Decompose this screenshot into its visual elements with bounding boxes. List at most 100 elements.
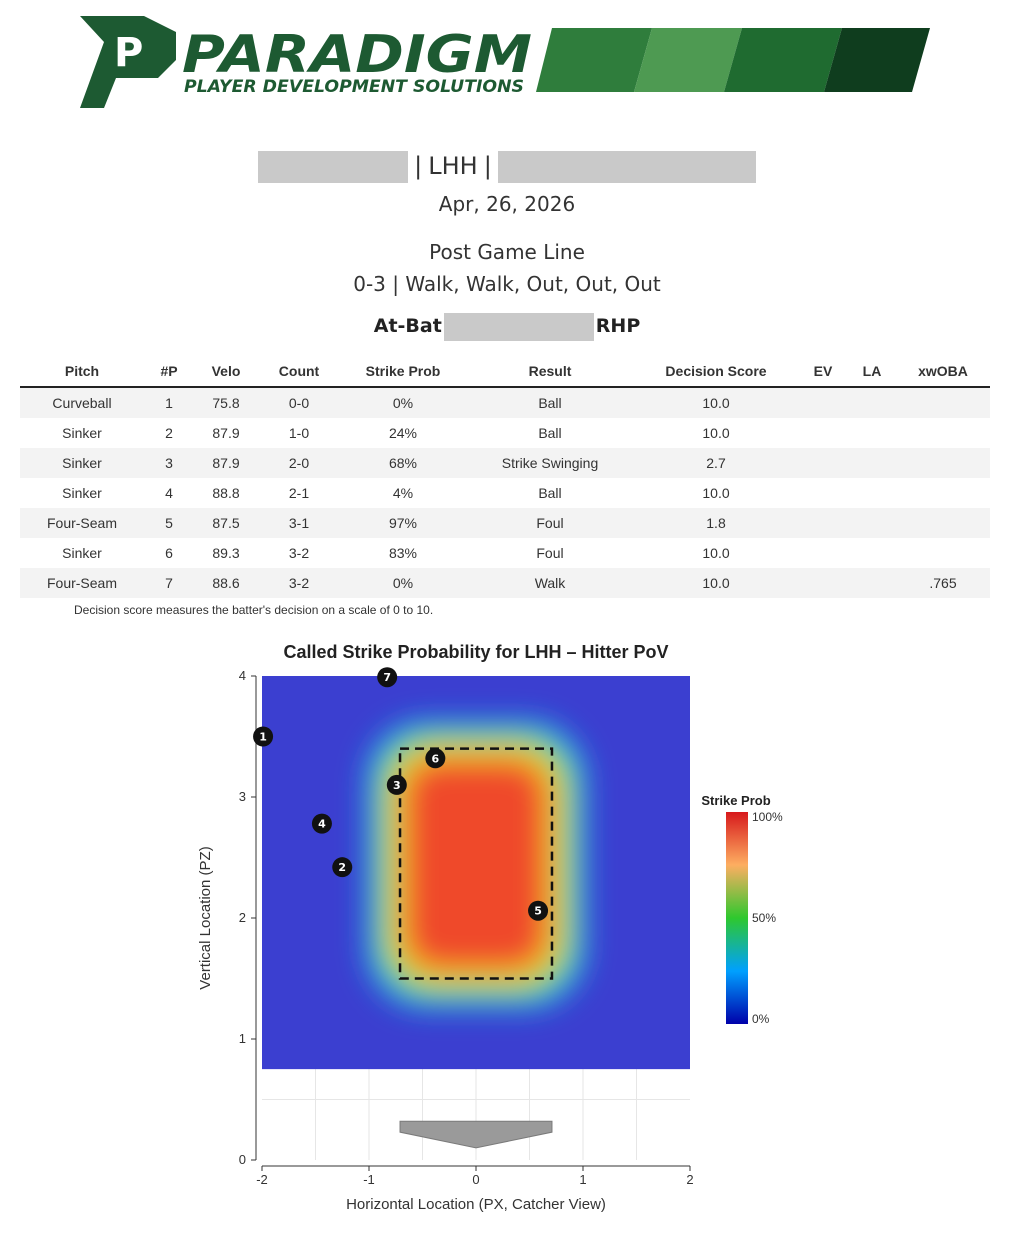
heatmap-band [408,762,544,967]
separator: | [483,152,492,180]
pitcher-hand: RHP [595,315,641,337]
table-cell: 2 [165,425,173,441]
pitch-marker-label: 7 [383,671,391,684]
game-date: Apr, 26, 2026 [438,192,576,216]
table-cell: 0% [340,568,466,598]
pitch-marker-label: 2 [338,861,346,874]
table-cell: Ball [538,425,562,441]
col-header: xwOBA [896,356,990,388]
col-header: Pitch [20,356,144,388]
table-cell: 24% [388,425,418,441]
x-tick-label: -2 [256,1172,268,1187]
table-cell: 10.0 [702,485,730,501]
table-cell: Strike Swinging [466,448,634,478]
logo-stripe-1 [536,28,652,92]
table-cell: Foul [466,508,634,538]
y-tick-label: 2 [239,910,246,925]
table-cell: 2-1 [288,485,310,501]
table-row: Sinker 3 87.9 2-0 68% Strike Swinging 2.7 [20,448,990,478]
table-cell: 7 [144,568,194,598]
table-cell [798,568,848,598]
table-cell [848,418,896,448]
table-cell [848,448,896,478]
table-cell: Curveball [20,387,144,418]
table-row: Four-Seam 5 87.5 3-1 97% Foul 1.8 [20,508,990,538]
logo-mark-shape [80,16,176,108]
pitch-marker [332,857,353,878]
pitch-marker-label: 1 [259,731,267,744]
pitch-marker-label: 5 [534,905,542,918]
colorbar-tick: 50% [752,911,776,925]
y-tick-label: 0 [239,1152,246,1167]
colorbar-tick: 0% [752,1012,770,1026]
table-cell: 3-2 [258,568,340,598]
table-cell: 4 [165,485,173,501]
colorbar-title: Strike Prob [701,793,770,808]
logo-stripe-3 [724,28,842,92]
table-note: Decision score measures the batter's dec… [74,603,434,617]
pitch-marker [253,726,274,747]
post-game-line-summary: 0-3 | Walk, Walk, Out, Out, Out [353,272,661,296]
table-cell [848,538,896,568]
pitch-marker-label: 4 [318,818,326,831]
y-axis-label: Vertical Location (PZ) [197,846,214,989]
table-row: Four-Seam 7 88.6 3-2 0% Walk 10.0 .765 [20,568,990,598]
heatmap [262,676,690,1070]
table-row: Sinker 4 88.8 2-1 4% Ball 10.0 [20,478,990,508]
table-cell [798,387,848,418]
table-cell: Sinker [62,425,102,441]
table-cell: Four-Seam [20,508,144,538]
logo-mark-letter: P [114,30,143,76]
table-cell [896,387,990,418]
redacted-pitcher-name [443,312,594,341]
table-cell: Sinker [20,448,144,478]
table-cell: 87.5 [194,508,258,538]
atbat-header: At-Bat RHP [0,312,1014,341]
pitch-markers: 1 2 3 4 5 6 7 [253,667,549,921]
table-cell: 87.9 [194,448,258,478]
strike-probability-chart: Called Strike Probability for LHH – Hitt… [197,642,783,1213]
pitch-marker-label: 3 [393,779,401,792]
strike-zone-box [398,747,554,980]
table-cell: 3-2 [288,545,310,561]
table-cell: 4% [392,485,414,501]
table-cell: 10.0 [634,568,798,598]
logo-stripe-4 [824,28,930,92]
table-cell: 0-0 [258,387,340,418]
table-cell: Four-Seam [20,568,144,598]
table-cell: 1.8 [634,508,798,538]
table-cell: 2-0 [258,448,340,478]
table-cell: 2.7 [634,448,798,478]
pitch-marker [311,813,332,834]
atbat-label: At-Bat [373,315,442,337]
table-cell [798,478,848,508]
paradigm-logo: P PARADIGM PLAYER DEVELOPMENT SOLUTIONS [80,16,930,108]
y-tick-label: 4 [239,668,246,683]
table-cell: 83% [388,545,418,561]
brand-name: PARADIGM [182,25,532,85]
post-game-line-title: Post Game Line [429,240,585,264]
redacted-team-name [497,151,756,183]
table-cell: 10.0 [634,387,798,418]
table-cell: 3-1 [258,508,340,538]
axes: -2 -1 0 1 2 0 1 2 3 4 [239,668,694,1187]
x-tick-label: 0 [472,1172,479,1187]
colorbar-tick: 100% [752,810,783,824]
table-cell: 10.0 [702,545,730,561]
table-cell: 0% [340,387,466,418]
col-header: EV [798,356,848,388]
col-header: Count [258,356,340,388]
table-cell: Ball [538,485,562,501]
table-cell: .765 [896,568,990,598]
table-cell: Sinker [62,545,102,561]
pitch-table: Pitch #P Velo Count Strike Prob Result D… [20,356,990,598]
table-cell: 88.8 [212,485,240,501]
col-header: #P [144,356,194,388]
table-cell [798,418,848,448]
pitch-marker [425,748,446,769]
table-cell [896,538,990,568]
table-cell: 1-0 [288,425,310,441]
pitch-marker-label: 6 [432,752,440,765]
heatmap-blob [366,720,586,1009]
table-cell [896,508,990,538]
